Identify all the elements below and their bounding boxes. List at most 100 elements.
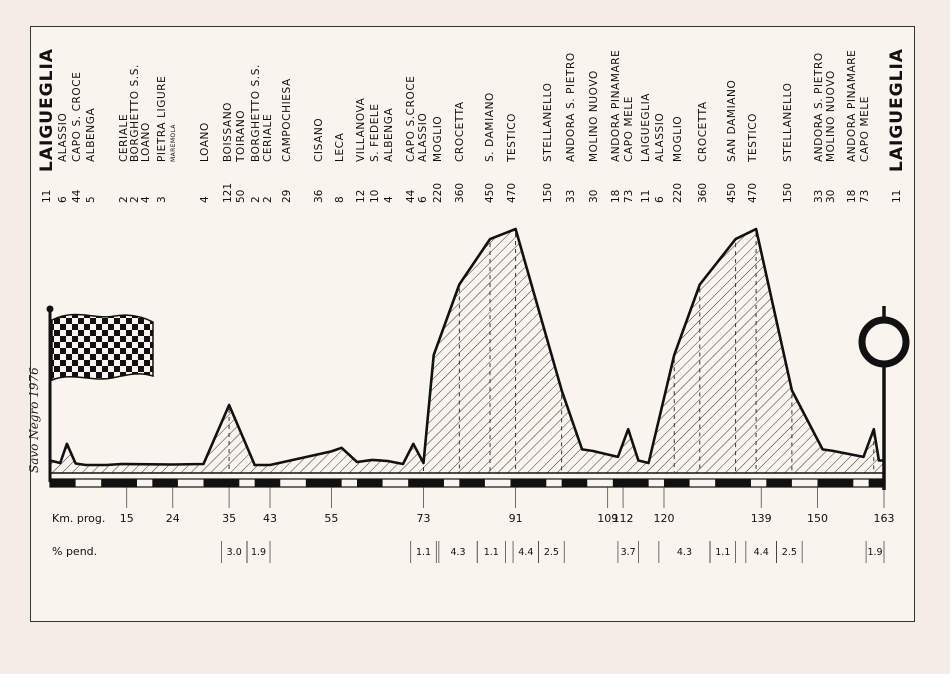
gradient-markers: 3.0 1.9 1.1 4.3 1.1 4.4 2.5 3.7 4.3 1.1 4.4 2.5 1.9 — [221, 541, 885, 563]
gradient-label: 4.4 — [518, 547, 533, 558]
gradient-label: 1.1 — [484, 547, 499, 558]
location-name: MOGLIO — [672, 116, 684, 162]
km-bar-segment — [510, 479, 547, 487]
location-name: ALASSIO — [417, 113, 429, 162]
km-label: 24 — [166, 512, 180, 525]
location-name: ANDORA S. PIETRO — [813, 52, 825, 162]
location-altitude: 11 — [891, 190, 903, 203]
location-altitude: 4 — [140, 196, 152, 203]
location-name: STELLANELLO — [782, 82, 794, 162]
km-label: 112 — [613, 512, 634, 525]
location-name: ANDORA PINAMARE — [846, 50, 858, 162]
km-row-label: Km. prog. — [52, 512, 105, 525]
location-altitude: 30 — [588, 190, 600, 203]
km-label: 120 — [653, 512, 674, 525]
location-altitude: 2 — [262, 196, 274, 203]
location-altitude: 6 — [57, 196, 69, 203]
location-altitude: 36 — [313, 189, 325, 203]
km-bar-segment — [254, 479, 281, 487]
location-altitude: 10 — [369, 190, 381, 203]
location-name: CISANO — [313, 118, 325, 162]
km-bar-segment — [715, 479, 751, 487]
location-name: S. FEDELE — [369, 103, 381, 162]
location-name: LAIGUEGLIA — [37, 48, 57, 172]
gradient-label: 1.9 — [251, 547, 266, 558]
gradient-label: 1.1 — [715, 547, 730, 558]
location-name: TESTICO — [506, 113, 518, 163]
location-name: MOLINO NUOVO — [825, 70, 837, 162]
gradient-label: 4.3 — [677, 547, 692, 558]
location-altitude: 11 — [640, 190, 652, 203]
location-name: CAPO S.CROCE — [405, 75, 417, 162]
location-name: PIETRA LIGURE — [156, 76, 168, 162]
elevation-profile-line — [49, 227, 884, 467]
finish-marker-icon — [858, 306, 910, 490]
location-altitude: 6 — [654, 196, 666, 203]
location-name: CERIALE — [118, 114, 130, 162]
km-label: 139 — [751, 512, 772, 525]
location-name: LOANO — [140, 122, 152, 162]
location-name: ALASSIO — [57, 113, 69, 162]
gradient-label: 1.1 — [416, 547, 431, 558]
km-bar-segment — [459, 479, 485, 487]
location-name: LAIGUEGLIA — [887, 48, 907, 172]
km-bar-segment — [101, 479, 137, 487]
location-name: BORGHETTO S.S. — [129, 64, 141, 162]
km-bar-segment — [50, 479, 76, 487]
location-altitude: 8 — [334, 196, 346, 203]
location-altitude: 44 — [71, 189, 83, 203]
location-name: LOANO — [199, 122, 211, 162]
location-name: BOISSANO — [222, 102, 234, 162]
km-bar-segment — [817, 479, 854, 487]
km-bar-segment — [612, 479, 649, 487]
location-altitude: 220 — [672, 183, 684, 203]
km-label: 73 — [417, 512, 431, 525]
location-altitude: 150 — [782, 183, 794, 203]
location-altitude: 12 — [355, 190, 367, 203]
author-signature: Savo Negro 1976 — [27, 367, 41, 473]
gradient-label: 1.9 — [867, 547, 882, 558]
location-altitude: 73 — [859, 190, 871, 203]
location-altitude: 33 — [565, 190, 577, 203]
location-altitude: 450 — [484, 183, 496, 203]
location-altitude: 33 — [813, 190, 825, 203]
location-name: MAREMOLA — [170, 124, 177, 162]
location-altitude: 18 — [846, 190, 858, 203]
location-altitude: 450 — [726, 183, 738, 203]
km-bar-segment — [663, 479, 690, 487]
km-label: 163 — [874, 512, 895, 525]
location-altitude: 360 — [697, 183, 709, 203]
gradient-label: 2.5 — [544, 547, 559, 558]
location-altitude: 4 — [199, 196, 211, 203]
location-altitude: 3 — [156, 196, 168, 203]
km-bar-segment — [868, 479, 884, 487]
location-name: CAPO S. CROCE — [71, 72, 83, 162]
location-altitude: 29 — [281, 190, 293, 203]
location-name: CROCETTA — [697, 101, 709, 162]
km-scale-bar — [49, 478, 885, 488]
location-altitude: 470 — [506, 183, 518, 203]
location-altitude: 470 — [747, 183, 759, 203]
location-name: STELLANELLO — [542, 82, 554, 162]
gradient-label: 2.5 — [782, 547, 797, 558]
location-altitude: 44 — [405, 189, 417, 203]
location-name: VILLANOVA — [355, 97, 367, 162]
km-bar-segment — [408, 479, 444, 487]
km-bar-segment — [561, 479, 588, 487]
location-name: ANDORA PINAMARE — [610, 50, 622, 162]
km-label: 55 — [324, 512, 338, 525]
location-name: TOIRANO — [235, 110, 247, 163]
km-bar-segment — [152, 479, 178, 487]
km-label: 91 — [509, 512, 523, 525]
location-name: LAIGUEGLIA — [640, 93, 652, 162]
km-label: 43 — [263, 512, 277, 525]
location-altitude: 30 — [825, 190, 837, 203]
location-name: CAPO MELE — [859, 96, 871, 162]
location-altitude: 50 — [235, 190, 247, 203]
start-flag-icon — [46, 305, 154, 482]
location-name: ALBENGA — [85, 108, 97, 162]
location-name: TESTICO — [747, 113, 759, 163]
